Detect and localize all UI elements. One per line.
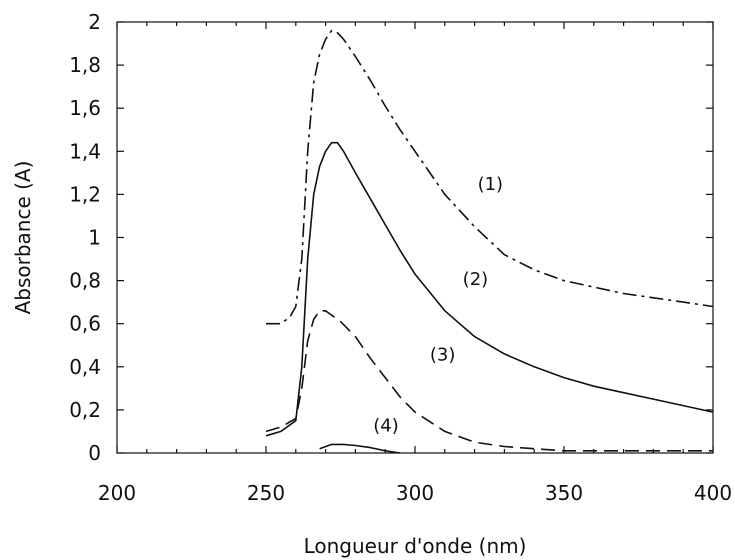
y-tick-label: 1,4 <box>69 139 101 163</box>
plot-area <box>116 21 714 454</box>
y-tick-label: 1,2 <box>69 182 101 206</box>
series-line-2 <box>265 141 714 437</box>
y-axis: 0 0,2 0,4 0,6 0,8 1 1,2 1,4 1,6 1,8 2 <box>69 10 713 465</box>
x-tick-label: 300 <box>396 481 434 505</box>
y-axis-title: Absorbance (A) <box>11 161 35 315</box>
y-tick-label: 1 <box>88 226 101 250</box>
y-tick-label: 0,8 <box>69 269 101 293</box>
series-line-3 <box>265 310 713 452</box>
x-tick-label: 350 <box>545 481 583 505</box>
y-tick-label: 0,6 <box>69 312 101 336</box>
y-tick-label: 0,4 <box>69 355 101 379</box>
x-axis: 200 250 300 350 400 <box>98 22 732 505</box>
series-layer <box>265 29 714 454</box>
y-tick-label: 0,2 <box>69 398 101 422</box>
y-tick-label: 1,8 <box>69 53 101 77</box>
plot-frame <box>116 21 714 454</box>
y-tick-label: 0 <box>88 441 101 465</box>
series-label-3: (3) <box>430 344 456 365</box>
series-label-2: (2) <box>463 269 489 290</box>
y-tick-label: 2 <box>88 10 101 34</box>
series-label-4: (4) <box>373 415 399 436</box>
x-axis-title: Longueur d'onde (nm) <box>304 534 527 558</box>
series-label-1: (1) <box>478 174 504 195</box>
series-labels: (1) (2) (3) (4) <box>373 174 503 436</box>
series-line-4 <box>319 443 401 454</box>
x-tick-label: 200 <box>98 481 136 505</box>
x-tick-label: 250 <box>247 481 285 505</box>
series-line-1 <box>266 29 714 325</box>
y-tick-label: 1,6 <box>69 96 101 120</box>
x-tick-label: 400 <box>694 481 732 505</box>
